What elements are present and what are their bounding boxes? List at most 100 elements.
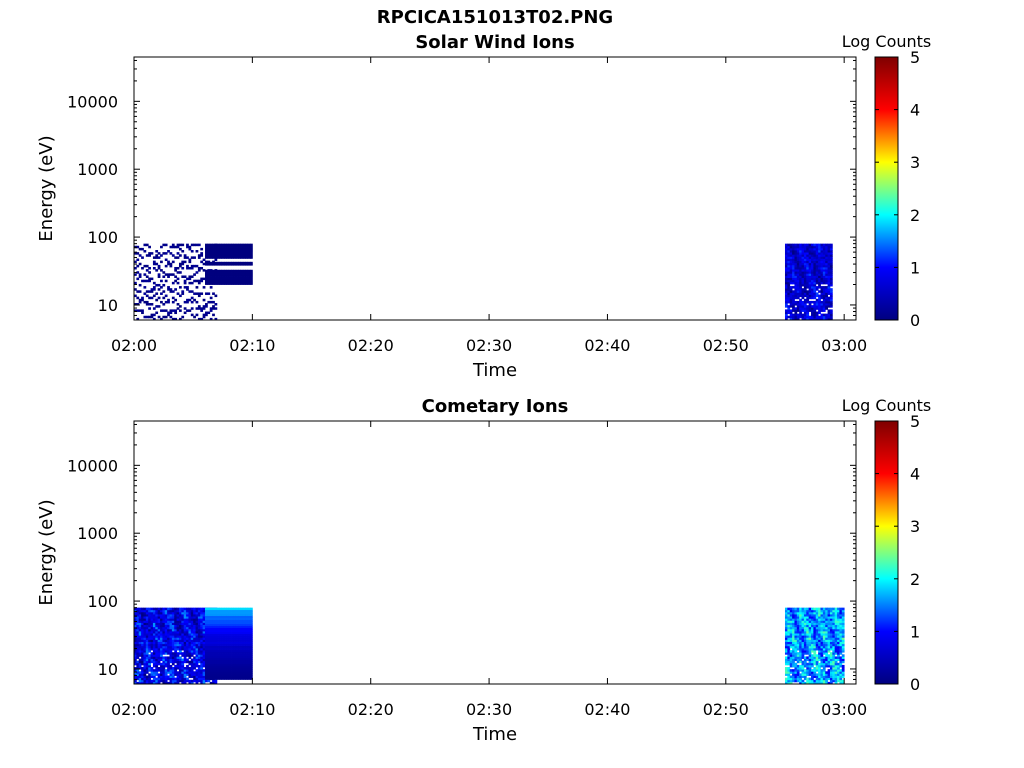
heatmap-cell: [818, 667, 821, 670]
heatmap-cell: [799, 626, 802, 630]
heatmap-cell: [193, 647, 196, 651]
heatmap-cell: [155, 628, 159, 632]
heatmap-cell: [841, 658, 845, 662]
heatmap-cell: [240, 617, 244, 621]
heatmap-cell: [235, 649, 239, 652]
heatmap-cell: [136, 647, 140, 651]
heatmap-cell: [808, 647, 812, 651]
heatmap-cell: [178, 662, 182, 666]
heatmap-cell: [219, 250, 222, 252]
heatmap-cell: [150, 679, 154, 683]
heatmap-cell: [794, 626, 798, 630]
heatmap-cell: [827, 279, 831, 283]
heatmap-cell: [801, 300, 805, 304]
heatmap-cell: [207, 282, 211, 284]
heatmap-cell: [806, 609, 810, 613]
heatmap-cell: [216, 282, 220, 284]
heatmap-cell: [197, 266, 201, 270]
heatmap-cell: [143, 614, 147, 617]
heatmap-cell: [209, 279, 213, 282]
heatmap-cell: [155, 624, 159, 628]
heatmap-cell: [160, 679, 163, 683]
heatmap-cell: [247, 653, 251, 656]
heatmap-cell: [205, 270, 208, 273]
heatmap-cell: [787, 290, 791, 293]
heatmap-cell: [799, 260, 802, 264]
heatmap-cell: [223, 279, 227, 282]
heatmap-cell: [827, 671, 831, 674]
heatmap-cell: [822, 275, 826, 278]
heatmap-cell: [825, 626, 828, 630]
heatmap-cell: [145, 669, 149, 672]
heatmap-cell: [176, 662, 180, 666]
heatmap-cell: [171, 667, 175, 670]
heatmap-cell: [233, 283, 237, 285]
heatmap-cell: [136, 296, 140, 300]
heatmap-cell: [834, 664, 838, 668]
heatmap-cell: [231, 248, 234, 250]
heatmap-cell: [792, 641, 795, 645]
heatmap-cell: [235, 283, 239, 285]
heatmap-cell: [167, 607, 170, 611]
heatmap-cell: [799, 273, 802, 276]
heatmap-cell: [787, 298, 791, 302]
heatmap-cell: [829, 660, 833, 664]
heatmap-cell: [792, 637, 795, 640]
heatmap-cell: [193, 652, 196, 655]
heatmap-cell: [152, 658, 156, 662]
heatmap-cell: [205, 244, 208, 247]
heatmap-cell: [221, 243, 225, 246]
heatmap-cell: [820, 635, 824, 638]
heatmap-cell: [160, 279, 163, 283]
heatmap-cell: [155, 650, 159, 653]
heatmap-cell: [818, 243, 821, 247]
heatmap-cell: [794, 283, 798, 287]
heatmap-cell: [178, 656, 182, 659]
heatmap-cell: [216, 257, 220, 259]
heatmap-cell: [193, 658, 196, 662]
heatmap-cell: [801, 673, 805, 676]
heatmap-cell: [223, 655, 227, 658]
heatmap-cell: [219, 659, 222, 662]
heatmap-cell: [242, 247, 246, 249]
heatmap-cell: [787, 614, 791, 617]
heatmap-cell: [235, 657, 239, 660]
heatmap-cell: [231, 255, 234, 257]
heatmap-cell: [792, 645, 795, 649]
heatmap-cell: [799, 643, 802, 647]
heatmap-cell: [829, 247, 833, 251]
heatmap-cell: [825, 635, 828, 638]
heatmap-cell: [231, 639, 234, 642]
heatmap-cell: [841, 664, 845, 668]
heatmap-cell: [164, 294, 168, 298]
heatmap-cell: [238, 250, 241, 252]
heatmap-cell: [228, 659, 232, 662]
heatmap-cell: [205, 639, 208, 642]
heatmap-cell: [806, 300, 810, 304]
heatmap-cell: [162, 673, 166, 676]
heatmap-cell: [205, 261, 208, 264]
heatmap-cell: [228, 249, 232, 251]
heatmap-cell: [837, 662, 840, 666]
heatmap-cell: [183, 652, 187, 655]
heatmap-cell: [202, 614, 206, 617]
heatmap-cell: [221, 609, 225, 613]
heatmap-cell: [825, 677, 828, 681]
heatmap-cell: [209, 629, 213, 632]
heatmap-cell: [136, 609, 140, 613]
heatmap-cell: [820, 647, 824, 651]
heatmap-cell: [150, 288, 154, 291]
heatmap-cell: [829, 622, 833, 626]
heatmap-cell: [792, 618, 795, 621]
heatmap-cell: [148, 624, 151, 628]
heatmap-cell: [801, 273, 805, 276]
heatmap-cell: [839, 673, 843, 676]
heatmap-cell: [226, 673, 230, 676]
heatmap-cell: [834, 652, 838, 655]
heatmap-cell: [216, 611, 220, 615]
heatmap-cell: [228, 647, 232, 650]
heatmap-cell: [176, 681, 180, 685]
heatmap-cell: [152, 662, 156, 666]
heatmap-cell: [226, 611, 230, 615]
